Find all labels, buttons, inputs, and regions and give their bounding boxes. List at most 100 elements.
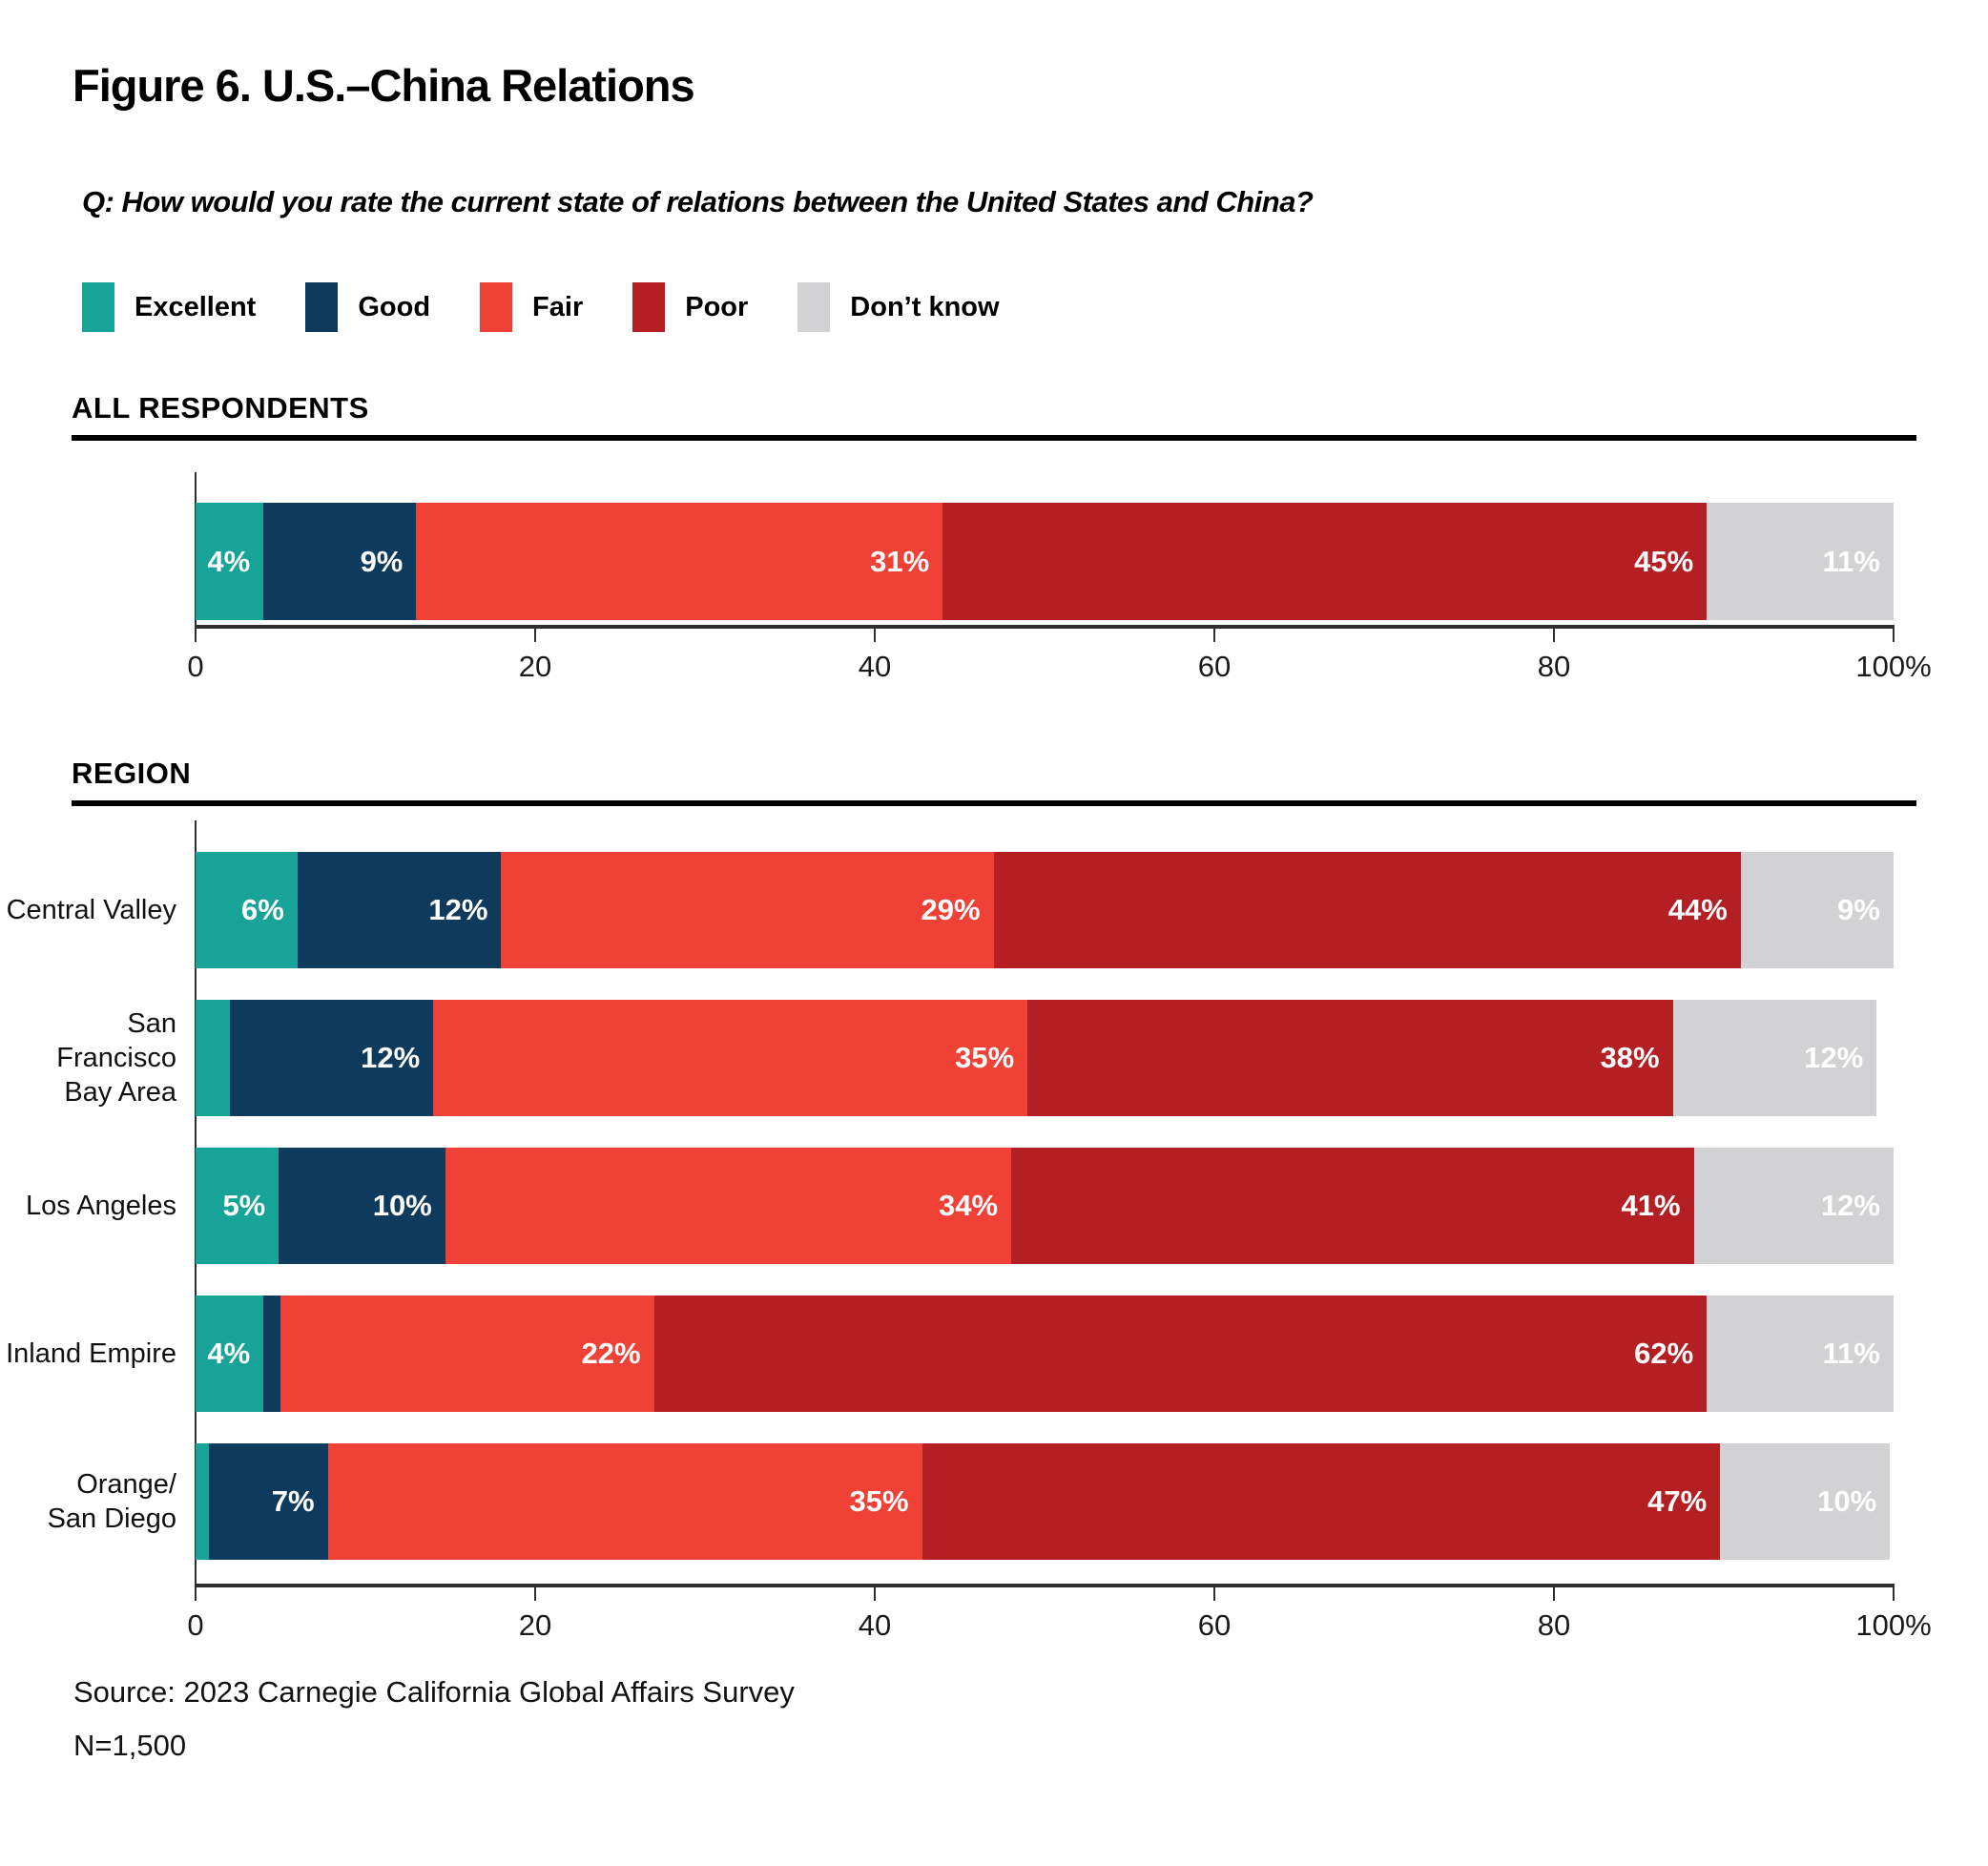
x-axis-tick-label: 100%: [1855, 650, 1932, 683]
bar-segment-fair: 22%: [280, 1296, 654, 1412]
legend-item-poor: Poor: [632, 282, 748, 332]
x-axis-tick-label: 0: [187, 1608, 204, 1642]
x-axis: 0 20 40 60 80 100%: [187, 625, 1932, 683]
x-axis-tick-label: 20: [518, 650, 552, 683]
x-axis-tick-label: 20: [518, 1608, 552, 1642]
bar-segment-don-t-know: 11%: [1707, 503, 1894, 620]
category-label: San Francisco Bay Area: [56, 1008, 176, 1108]
x-axis-tick-label: 40: [858, 650, 892, 683]
legend-swatch-poor: [632, 282, 666, 332]
bar-segment-good: 12%: [229, 1000, 434, 1116]
bar-segment-good: 12%: [297, 852, 502, 968]
legend-swatch-don-t-know: [797, 282, 831, 332]
x-axis-tick-label: 60: [1197, 1608, 1232, 1642]
bar-segment-don-t-know: 12%: [1672, 1000, 1877, 1116]
chart-all-respondents: 4% 9% 31% 45% 11% 0 20 40 60 80 100%: [0, 472, 1932, 711]
figure-title: Figure 6. U.S.–China Relations: [72, 60, 695, 111]
bar-segment-fair: 34%: [445, 1148, 1012, 1264]
bar-segment-don-t-know: 10%: [1720, 1443, 1891, 1560]
bar-segment-excellent: 6%: [196, 852, 298, 968]
x-axis-tick: [874, 1584, 876, 1601]
section-header-all-respondents: ALL RESPONDENTS: [72, 391, 369, 425]
survey-question: Q: How would you rate the current state …: [82, 185, 1314, 218]
legend-item-don-t-know: Don’t know: [797, 282, 1000, 332]
bar-segment-don-t-know: 9%: [1740, 852, 1894, 968]
bar-segment-poor: 62%: [653, 1296, 1708, 1412]
x-axis-tick: [195, 625, 197, 642]
x-axis-tick: [874, 625, 876, 642]
bar-row-central-valley: Central Valley 6% 12% 29% 44% 9%: [0, 852, 1894, 968]
legend: Excellent Good Fair Poor Don’t know: [82, 282, 1049, 332]
x-axis-tick-label: 100%: [1855, 1608, 1932, 1642]
x-axis-tick-label: 0: [187, 650, 204, 683]
bar-segment-poor: 47%: [922, 1443, 1721, 1560]
category-label: Orange/ San Diego: [47, 1469, 176, 1534]
bar-row-orange-san-diego: Orange/ San Diego 7% 35% 47% 10%: [0, 1443, 1894, 1560]
bar-segment-poor: 38%: [1027, 1000, 1673, 1116]
legend-swatch-fair: [480, 282, 513, 332]
stacked-bar: 5% 10% 34% 41% 12%: [196, 1148, 1894, 1264]
x-axis-tick: [1893, 1584, 1895, 1601]
bar-segment-fair: 29%: [501, 852, 994, 968]
bar-segment-good: 10%: [279, 1148, 445, 1264]
source-text: Source: 2023 Carnegie California Global …: [73, 1675, 795, 1709]
x-axis-tick-label: 80: [1537, 650, 1571, 683]
x-axis-tick-label: 60: [1197, 650, 1232, 683]
bar-row-san-francisco-bay-area: San Francisco Bay Area 12% 35% 38% 12%: [0, 1000, 1894, 1116]
x-axis-tick: [1893, 625, 1895, 642]
stacked-bar: 7% 35% 47% 10%: [196, 1443, 1894, 1560]
category-label: Inland Empire: [6, 1338, 176, 1369]
sample-size-text: N=1,500: [73, 1729, 187, 1762]
bar-segment-poor: 41%: [1011, 1148, 1694, 1264]
bar-row-inland-empire: Inland Empire 4% 22% 62% 11%: [0, 1296, 1894, 1412]
stacked-bar: 4% 22% 62% 11%: [196, 1296, 1894, 1412]
legend-swatch-good: [305, 282, 339, 332]
bar-segment-good: 9%: [263, 503, 417, 620]
section-rule-all-respondents: [72, 435, 1916, 441]
x-axis-tick: [1213, 625, 1215, 642]
x-axis-tick: [534, 625, 536, 642]
bar-segment-excellent: [196, 1000, 230, 1116]
bar-segment-excellent: [196, 1443, 209, 1560]
x-axis-tick: [534, 1584, 536, 1601]
legend-label: Don’t know: [850, 291, 1000, 322]
bar-segment-don-t-know: 11%: [1707, 1296, 1894, 1412]
section-rule-region: [72, 800, 1916, 806]
bar-segment-good: 7%: [209, 1443, 328, 1560]
bar-segment-poor: 44%: [993, 852, 1741, 968]
category-label: Los Angeles: [25, 1191, 176, 1221]
bar-segment-good: [263, 1296, 280, 1412]
x-axis-tick-label: 80: [1537, 1608, 1571, 1642]
chart-region: Central Valley 6% 12% 29% 44% 9% San Francisco…: [0, 820, 1932, 1679]
x-axis-tick: [1553, 1584, 1555, 1601]
x-axis-tick: [1553, 625, 1555, 642]
stacked-bar: 4% 9% 31% 45% 11%: [196, 503, 1894, 620]
legend-swatch-excellent: [82, 282, 114, 332]
stacked-bar: 6% 12% 29% 44% 9%: [196, 852, 1894, 968]
bar-segment-fair: 35%: [433, 1000, 1028, 1116]
legend-item-good: Good: [305, 282, 430, 332]
category-label: Central Valley: [6, 895, 176, 925]
x-axis-tick-label: 40: [858, 1608, 892, 1642]
bar-segment-poor: 45%: [942, 503, 1708, 620]
legend-label: Excellent: [135, 291, 257, 322]
x-axis-tick: [195, 1584, 197, 1601]
section-header-region: REGION: [72, 757, 192, 790]
x-axis-tick: [1213, 1584, 1215, 1601]
bar-segment-excellent: 4%: [196, 1296, 264, 1412]
bar-segment-excellent: 4%: [196, 503, 264, 620]
bar-row-all-respondents: 4% 9% 31% 45% 11%: [0, 503, 1894, 620]
bar-row-los-angeles: Los Angeles 5% 10% 34% 41% 12%: [0, 1148, 1894, 1264]
bar-segment-excellent: 5%: [196, 1148, 280, 1264]
bar-segment-don-t-know: 12%: [1693, 1148, 1894, 1264]
legend-label: Good: [358, 291, 431, 322]
bar-segment-fair: 35%: [327, 1443, 922, 1560]
stacked-bar: 12% 35% 38% 12%: [196, 1000, 1894, 1116]
legend-item-fair: Fair: [480, 282, 583, 332]
x-axis: 0 20 40 60 80 100%: [187, 1584, 1932, 1642]
legend-label: Poor: [685, 291, 749, 322]
legend-item-excellent: Excellent: [82, 282, 256, 332]
legend-label: Fair: [532, 291, 584, 322]
bar-segment-fair: 31%: [416, 503, 943, 620]
